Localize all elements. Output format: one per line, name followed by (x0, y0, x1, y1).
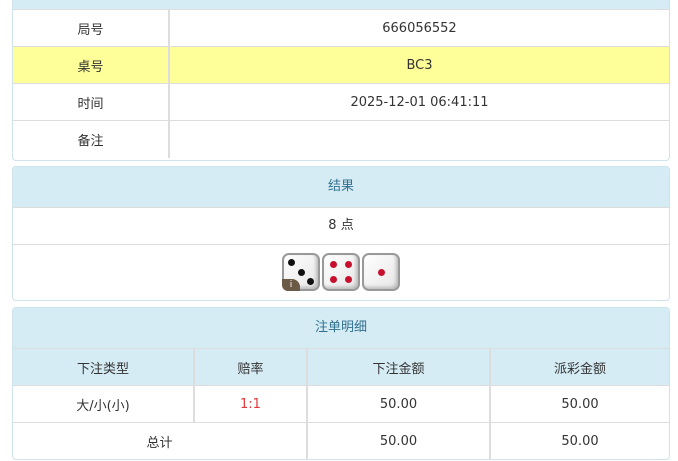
table-row: 大/小(小) 1:1 50.00 50.00 (13, 385, 669, 423)
header-odds: 赔率 (193, 348, 307, 386)
bet-type: 大/小(小) (13, 385, 194, 423)
total-label: 总计 (13, 422, 307, 459)
die-pip (344, 261, 352, 269)
die-4 (322, 253, 360, 291)
info-icon[interactable]: i (282, 279, 300, 291)
die-pip (330, 261, 338, 269)
table-header-row: 下注类型 赔率 下注金额 派彩金额 (13, 348, 669, 386)
die-pip (344, 275, 352, 283)
die-1 (362, 253, 400, 291)
time-value: 2025-12-01 06:41:11 (168, 83, 669, 121)
result-panel: 结果 8 点 i (12, 166, 670, 301)
table-row: 局号 666056552 (13, 9, 669, 47)
die-pip (297, 268, 305, 276)
header-bet-amount: 下注金额 (306, 348, 490, 386)
table-row: 时间 2025-12-01 06:41:11 (13, 83, 669, 121)
remark-value (168, 120, 669, 158)
total-amount: 50.00 (306, 422, 490, 459)
table-row: 备注 (13, 120, 669, 158)
total-row: 总计 50.00 50.00 (13, 422, 669, 459)
remark-label: 备注 (13, 120, 169, 158)
die-3: i (282, 253, 320, 291)
header-payout: 派彩金额 (489, 348, 669, 386)
bet-details-panel: 注单明细 下注类型 赔率 下注金额 派彩金额 大/小(小) 1:1 50.00 … (12, 307, 670, 460)
round-value: 666056552 (168, 9, 669, 47)
dice-row: i (13, 244, 669, 300)
bet-payout: 50.00 (489, 385, 669, 423)
result-title: 结果 (13, 167, 669, 207)
table-label: 桌号 (13, 46, 169, 84)
bet-amount: 50.00 (306, 385, 490, 423)
table-row: 桌号 BC3 (13, 46, 669, 84)
header-bet-type: 下注类型 (13, 348, 194, 386)
die-pip (307, 278, 315, 286)
die-pip (287, 258, 295, 266)
die-pip (377, 268, 385, 276)
result-points: 8 点 (13, 207, 669, 244)
table-value: BC3 (168, 46, 669, 84)
bet-odds: 1:1 (193, 385, 307, 423)
panel-header (13, 0, 669, 9)
die-pip (330, 275, 338, 283)
time-label: 时间 (13, 83, 169, 121)
total-payout: 50.00 (489, 422, 669, 459)
round-label: 局号 (13, 9, 169, 47)
bet-details-title: 注单明细 (13, 308, 669, 348)
round-info-panel: 局号 666056552 桌号 BC3 时间 2025-12-01 06:41:11 … (12, 0, 670, 161)
